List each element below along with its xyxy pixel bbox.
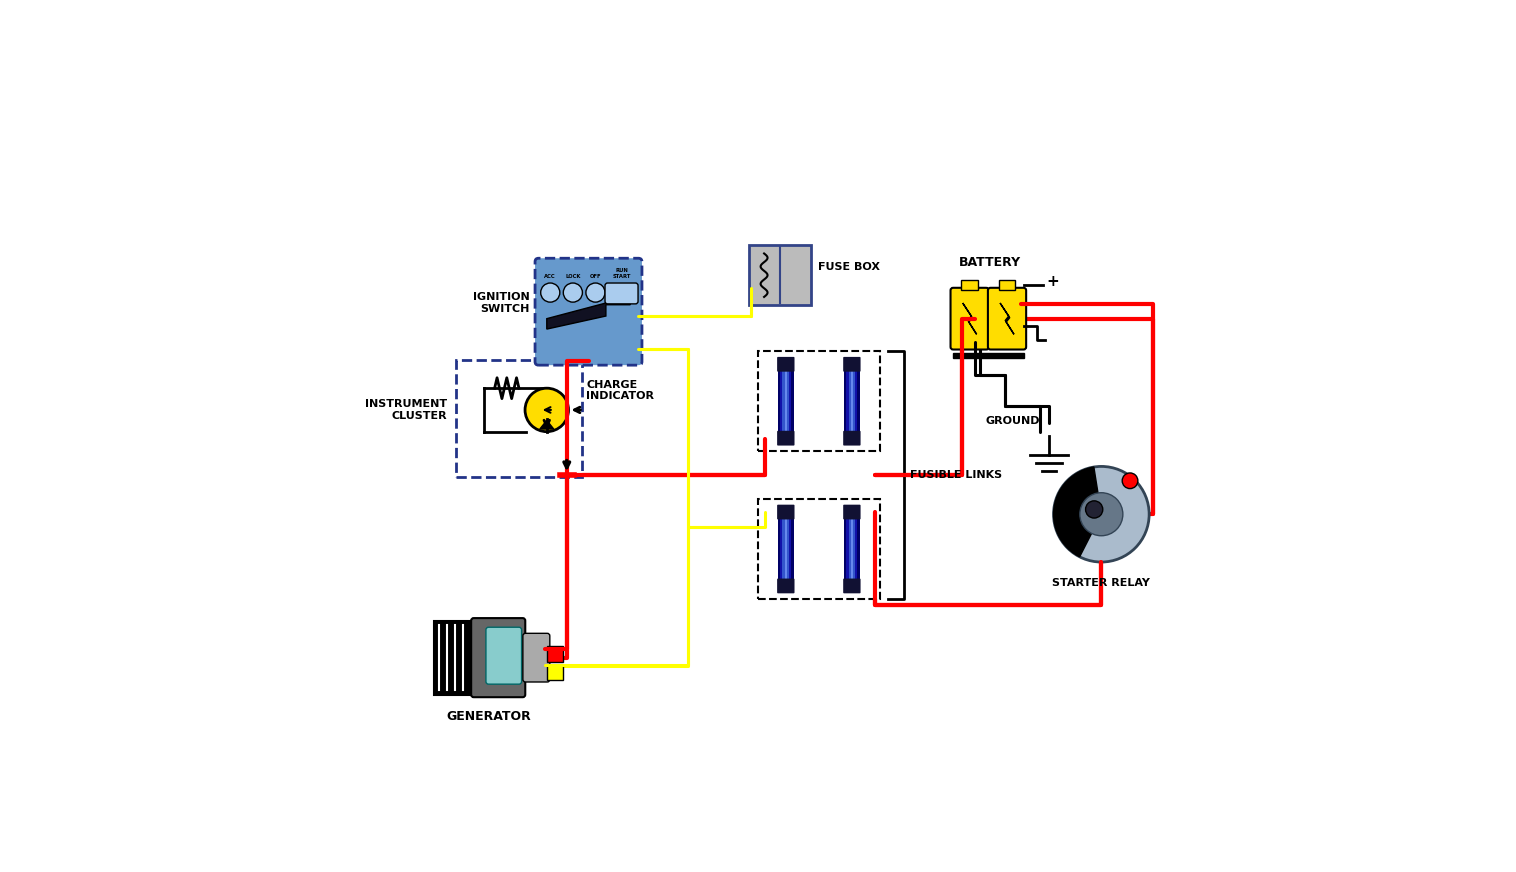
Bar [547,646,562,662]
FancyBboxPatch shape [951,288,988,350]
Bar [855,371,858,432]
Text: CHARGE
INDICATOR: CHARGE INDICATOR [587,379,655,401]
FancyBboxPatch shape [778,357,794,371]
Bar [850,371,854,432]
FancyBboxPatch shape [535,258,641,365]
Circle shape [1085,501,1102,518]
FancyBboxPatch shape [487,627,522,685]
Bar [790,371,791,432]
Polygon shape [963,303,976,334]
Bar [961,280,978,290]
Bar [844,371,846,432]
Text: GENERATOR: GENERATOR [446,710,531,723]
Bar [791,519,794,579]
Bar [790,519,791,579]
Bar [999,280,1016,290]
FancyBboxPatch shape [778,431,794,446]
Bar [849,371,850,432]
Bar [846,519,849,579]
Bar [854,371,855,432]
Text: INSTRUMENT
CLUSTER: INSTRUMENT CLUSTER [365,399,447,420]
Circle shape [585,283,605,302]
Bar [855,519,858,579]
Polygon shape [540,420,553,429]
Bar [858,371,860,432]
Bar [787,371,790,432]
Polygon shape [547,293,631,329]
Circle shape [564,283,582,302]
Bar [846,371,849,432]
Text: LOCK: LOCK [565,274,581,279]
FancyBboxPatch shape [843,505,861,520]
Bar [547,664,562,680]
Polygon shape [1001,303,1014,334]
Bar [778,519,781,579]
FancyBboxPatch shape [778,578,794,593]
Text: STARTER RELAY: STARTER RELAY [1052,577,1151,588]
Bar [849,519,850,579]
Bar [954,353,1023,358]
Circle shape [541,283,559,302]
Circle shape [1079,493,1123,535]
Bar [850,519,854,579]
Circle shape [525,388,568,432]
Bar [758,499,879,599]
FancyBboxPatch shape [605,283,638,303]
Text: BATTERY: BATTERY [960,255,1022,269]
Bar [758,351,879,451]
Text: OFF: OFF [590,274,602,279]
Bar [782,371,785,432]
Bar [778,371,781,432]
Bar [787,519,790,579]
Bar [791,371,794,432]
Circle shape [1122,473,1139,488]
Text: GROUND: GROUND [985,416,1040,426]
Text: +: + [1046,274,1058,290]
Text: IGNITION
SWITCH: IGNITION SWITCH [473,292,529,314]
Bar [456,360,582,477]
FancyBboxPatch shape [843,578,861,593]
FancyBboxPatch shape [843,357,861,371]
Bar [858,519,860,579]
FancyBboxPatch shape [749,245,811,305]
Polygon shape [1054,467,1101,557]
Bar [785,371,787,432]
Bar [781,371,782,432]
Bar [434,621,476,695]
Bar [782,519,785,579]
Text: RUN
START: RUN START [612,268,631,279]
Bar [844,519,846,579]
FancyBboxPatch shape [471,618,525,698]
Bar [854,519,855,579]
FancyBboxPatch shape [843,431,861,446]
Text: FUSIBLE LINKS: FUSIBLE LINKS [910,470,1002,480]
Text: FUSE BOX: FUSE BOX [817,262,879,271]
FancyBboxPatch shape [988,288,1026,350]
Text: ACC: ACC [544,274,556,279]
FancyBboxPatch shape [523,633,550,682]
Circle shape [1054,467,1149,562]
Bar [781,519,782,579]
FancyBboxPatch shape [778,505,794,520]
Bar [785,519,787,579]
